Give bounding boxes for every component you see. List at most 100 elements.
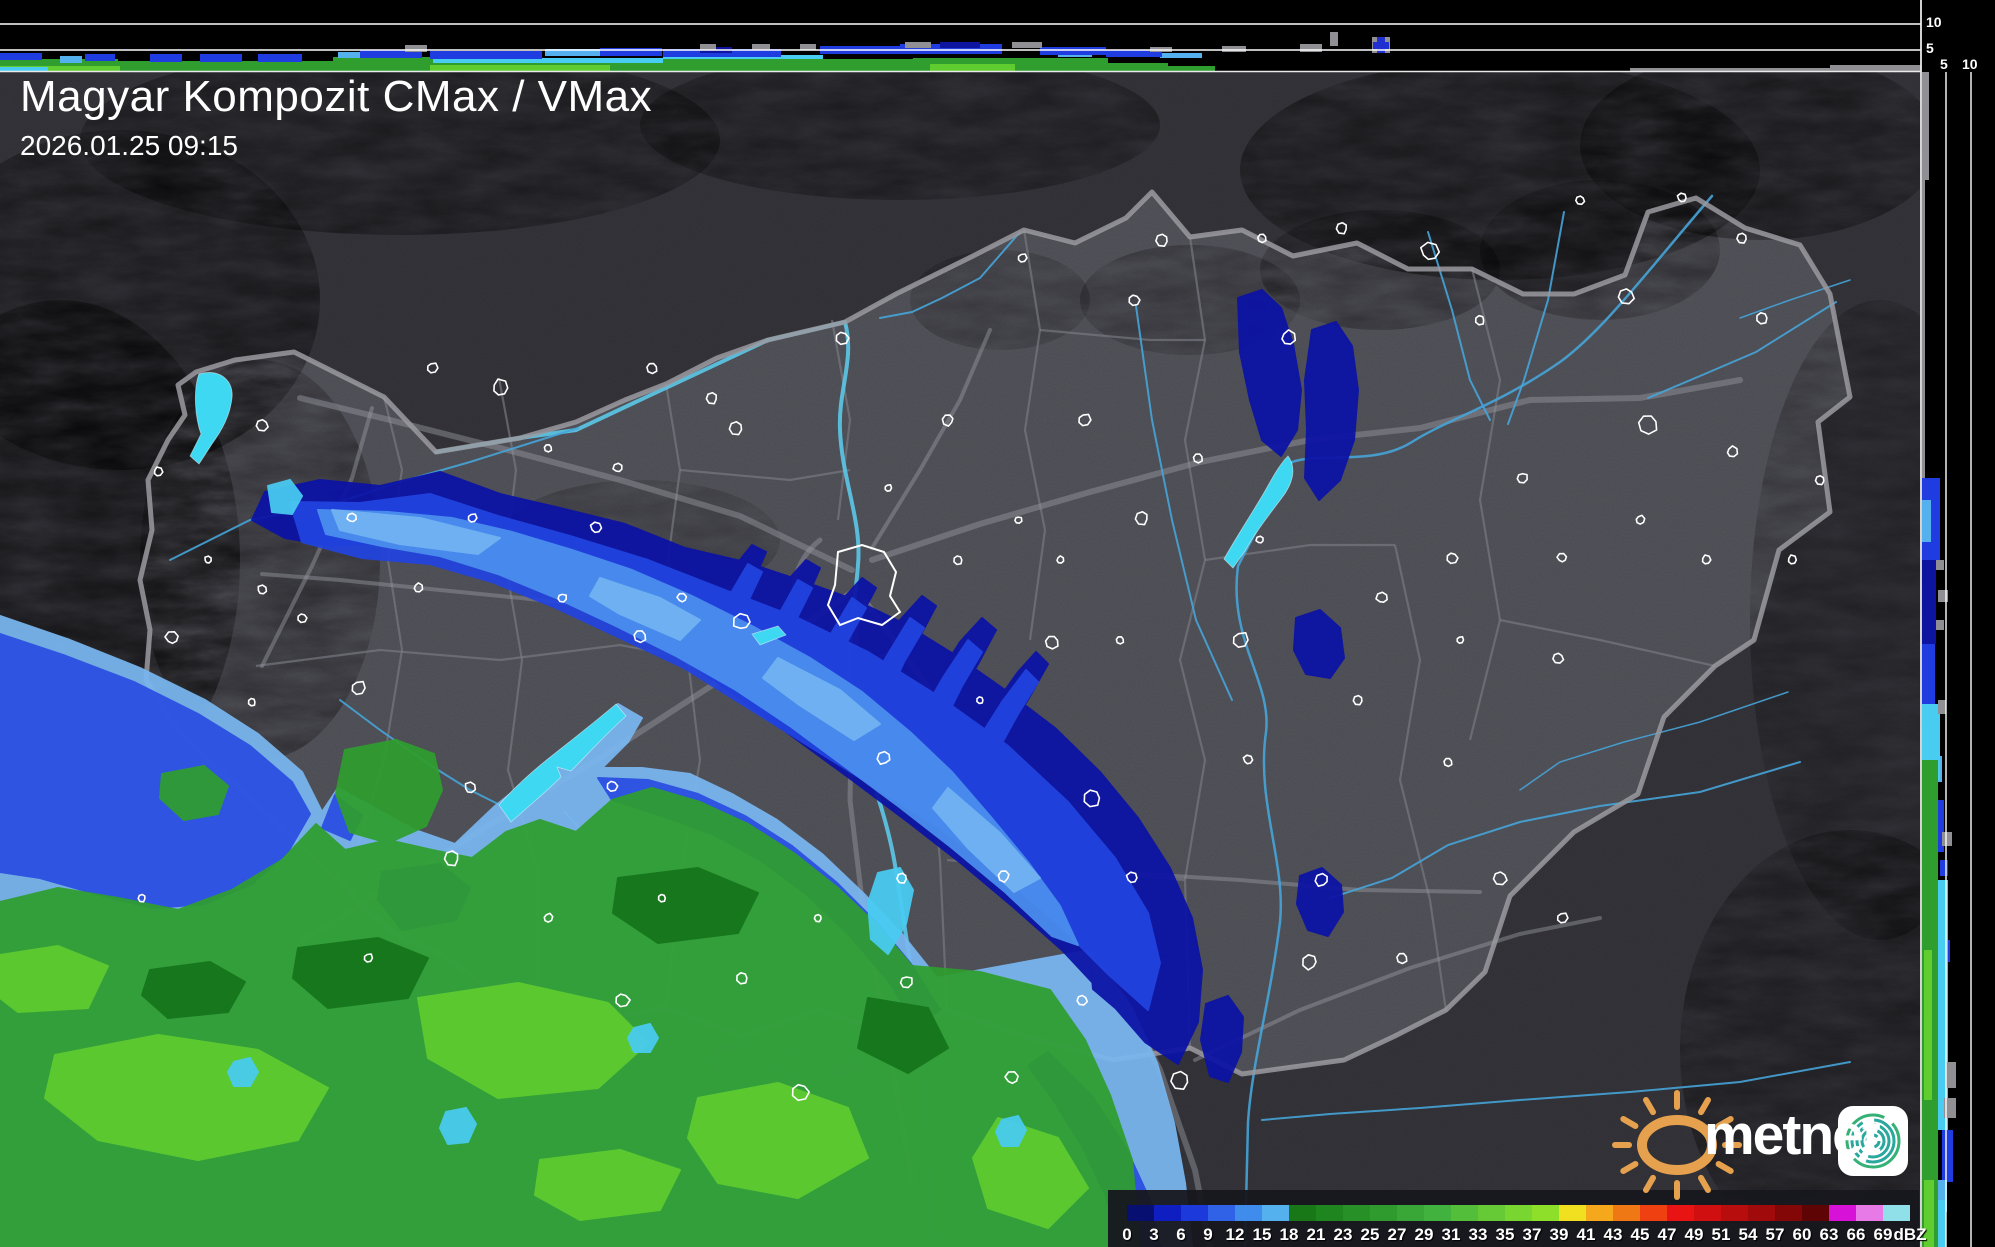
top-profile-echo-segment <box>1830 65 1921 72</box>
town-outline <box>1192 453 1203 464</box>
top-profile-echo-segment <box>150 54 182 62</box>
town-outline <box>346 512 358 523</box>
top-profile-echo-segment <box>1160 53 1202 58</box>
scalebar-swatch <box>1829 1205 1856 1221</box>
town-outline <box>1556 552 1568 563</box>
town-outline <box>676 592 688 603</box>
scalebar-swatch <box>1613 1205 1640 1221</box>
scalebar-value-label: 63 <box>1819 1225 1839 1244</box>
scalebar-value-label: 33 <box>1468 1225 1488 1244</box>
town-outline <box>164 630 179 645</box>
page-title: Magyar Kompozit CMax / VMax <box>20 72 653 121</box>
town-outline <box>606 780 619 793</box>
town-outline <box>896 872 907 884</box>
spiral-icon-ring <box>1865 1133 1881 1149</box>
top-profile-echo-segment <box>545 49 603 56</box>
metnet-logo[interactable]: metnet <box>1612 1088 1912 1182</box>
sun-ray <box>1715 1161 1734 1174</box>
river-line <box>1739 279 1851 319</box>
radar-echo-region <box>141 867 949 1074</box>
scalebar-swatch <box>1775 1205 1802 1221</box>
town-outline <box>1004 1071 1019 1085</box>
scalebar-swatch <box>1424 1205 1451 1221</box>
scalebar-swatch <box>1397 1205 1424 1221</box>
map-canvas <box>0 72 1921 1247</box>
county-border-line <box>1499 618 1716 668</box>
town-outline <box>791 1083 811 1102</box>
right-profile-echo-segment <box>1938 700 1946 714</box>
scalebar-value-label: 47 <box>1657 1225 1677 1244</box>
town-outline <box>1456 635 1465 645</box>
right-profile-echo-segment <box>1924 950 1932 1100</box>
town-outline <box>255 418 269 432</box>
scalebar-swatch <box>1478 1205 1505 1221</box>
sun-ray <box>1643 1096 1656 1116</box>
top-profile-echo-segment <box>1630 68 1830 72</box>
scalebar-value-label: 69 <box>1873 1225 1893 1244</box>
scalebar-value-label: 35 <box>1495 1225 1515 1244</box>
town-outline <box>1078 413 1092 427</box>
storm-marker-cross <box>1377 37 1385 53</box>
river-line <box>1135 305 1233 701</box>
scalebar-value-label: 25 <box>1360 1225 1380 1244</box>
town-outline <box>426 362 439 374</box>
sun-ray <box>1698 1096 1711 1116</box>
scalebar-value-label: 57 <box>1765 1225 1785 1244</box>
sun-ray <box>1620 1161 1639 1174</box>
top-profile-echo-segment <box>752 44 770 50</box>
scalebar-value-label: 54 <box>1738 1225 1758 1244</box>
town-outline <box>467 513 478 523</box>
km-axis-tick-label: 5 <box>1926 40 1934 56</box>
scalebar-value-label: 3 <box>1149 1225 1159 1244</box>
town-outline <box>1044 635 1059 650</box>
radar-echo-region <box>317 509 1079 946</box>
town-outline <box>1302 953 1317 971</box>
town-outline <box>1076 994 1089 1006</box>
town-outline <box>1257 233 1267 244</box>
scalebar-swatch <box>1208 1205 1235 1221</box>
scalebar-swatch <box>1262 1205 1289 1221</box>
right-profile-echo-segment <box>1922 560 1936 644</box>
budapest-outline <box>826 543 902 627</box>
spiral-icon-ring <box>1860 1128 1886 1154</box>
river-line <box>1647 301 1837 399</box>
river-line <box>1329 761 1801 899</box>
county-border-line <box>1393 544 1448 1012</box>
spiral-icon-ring <box>1855 1123 1891 1159</box>
scalebar-value-label: 41 <box>1576 1225 1596 1244</box>
sun-ray <box>1698 1174 1711 1194</box>
town-outline <box>1617 288 1635 305</box>
town-outline <box>1255 535 1264 544</box>
town-outline <box>297 613 308 624</box>
town-outline <box>1232 631 1249 649</box>
top-profile-echo-segment <box>1300 44 1322 52</box>
town-outline <box>1083 789 1101 808</box>
town-outline <box>1281 329 1297 345</box>
top-profile-echo-segment <box>1168 66 1215 71</box>
town-outline <box>1314 872 1328 888</box>
top-profile-echo-segment <box>600 48 662 56</box>
dbz-color-scale <box>1108 1190 1919 1247</box>
town-outline <box>1396 952 1408 965</box>
town-outline <box>1756 311 1768 325</box>
km-axis-tick-label: 10 <box>1926 14 1942 30</box>
timestamp: 2026.01.25 09:15 <box>20 130 238 161</box>
right-profile-echo-segment <box>1944 1098 1956 1118</box>
town-outline <box>884 483 893 493</box>
scalebar-swatch <box>1856 1205 1883 1221</box>
top-profile-echo-segment <box>700 44 716 50</box>
km-axis-tick-label: 10 <box>1962 56 1978 72</box>
spiral-icon-ring <box>1845 1113 1901 1169</box>
town-outline <box>493 378 509 396</box>
top-profile-echo-segment <box>338 52 364 58</box>
metnet-logo-graphics <box>1612 1090 1908 1200</box>
scalebar-swatch <box>1316 1205 1343 1221</box>
scalebar-swatch <box>1667 1205 1694 1221</box>
scalebar-swatch <box>1640 1205 1667 1221</box>
town-outline <box>657 893 667 903</box>
town-outline <box>736 971 748 985</box>
town-outline <box>363 953 374 963</box>
town-outline <box>1637 415 1658 435</box>
